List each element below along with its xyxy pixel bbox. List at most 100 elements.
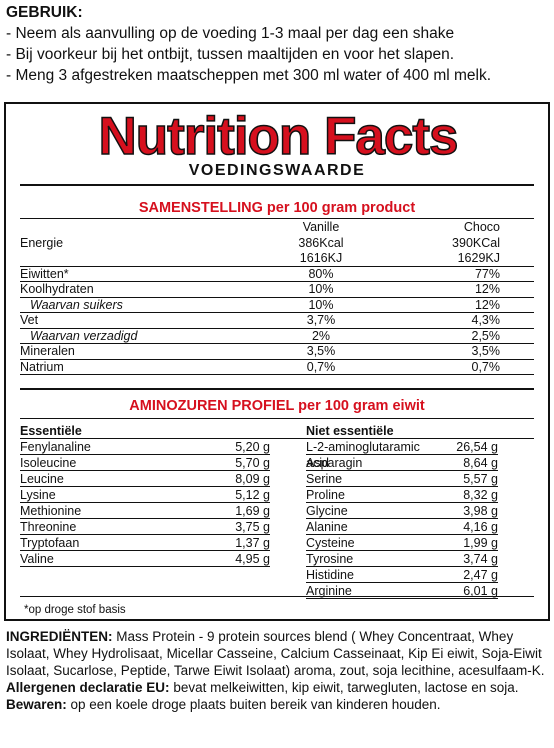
nonessential-row: Histidine 2,47 g: [306, 567, 498, 583]
nutrition-facts-title: Nutrition Facts: [98, 107, 459, 166]
composition-table: Vanille Choco Energie 386Kcal 390KCal 1616K…: [20, 220, 534, 375]
nonessential-row: Asparagin 8,64 g: [306, 455, 498, 471]
nonessential-row: L-2-aminoglutaramic acid 26,54 g: [306, 439, 498, 470]
voedingswaarde-subtitle: VOEDINGSWAARDE: [188, 162, 366, 179]
amino-name: Alanine: [306, 520, 348, 534]
amino-title: AMINOZUREN PROFIEL per 100 gram eiwit: [129, 398, 425, 414]
divider: [20, 418, 534, 419]
amino-name: Tyrosine: [306, 552, 354, 566]
divider: [20, 596, 534, 597]
nutrient-label: Natrium: [20, 359, 64, 374]
nonessential-row: Serine 5,57 g: [306, 471, 498, 487]
amino-name: Proline: [306, 488, 345, 502]
amino-name: Asparagin: [306, 456, 363, 470]
amino-name: Lysine: [20, 488, 56, 502]
nutrient-label: [20, 251, 250, 266]
composition-title: SAMENSTELLING per 100 gram product: [138, 200, 416, 216]
amino-value: 1,99 g: [463, 536, 498, 550]
amino-value: 3,98 g: [463, 504, 498, 518]
divider: [20, 388, 534, 390]
amino-value: 3,74 g: [463, 552, 498, 566]
choco-value: 1629KJ: [457, 251, 500, 265]
nonessential-row: Proline 8,32 g: [306, 487, 498, 503]
divider: [20, 218, 534, 219]
vanille-value: 2%: [311, 328, 331, 343]
ingredients-text: Mass Protein - 9 protein sources blend (…: [6, 629, 545, 678]
choco-value: 12%: [474, 297, 500, 312]
amino-table: Essentiële Niet essentiële Fenylanaline 5…: [20, 424, 534, 599]
essential-row: Methionine 1,69 g: [20, 503, 270, 519]
essential-row: Leucine 8,09 g: [20, 471, 270, 487]
nonessential-row: Tyrosine 3,74 g: [306, 551, 498, 567]
amino-name: Threonine: [20, 520, 77, 534]
nonessential-column: L-2-aminoglutaramic acid 26,54 g Asparagin…: [306, 439, 498, 599]
amino-value: 8,64 g: [463, 456, 498, 470]
amino-value: 4,16 g: [463, 520, 498, 534]
nutrient-label: Koolhydraten: [20, 282, 94, 296]
choco-value: 77%: [474, 266, 500, 281]
nonessential-row: Alanine 4,16 g: [306, 519, 498, 535]
usage-instructions: GEBRUIK: - Neem als aanvulling op de voe…: [6, 2, 551, 86]
composition-row: Eiwitten* 80% 77%: [20, 266, 534, 282]
amino-value: 5,57 g: [463, 472, 498, 486]
amino-name: L-2-aminoglutaramic acid: [306, 440, 420, 470]
vanille-value: 3,5%: [306, 344, 336, 358]
amino-name: Isoleucine: [20, 456, 77, 470]
usage-line: - Neem als aanvulling op de voeding 1-3 …: [6, 25, 455, 42]
essential-row: Valine 4,95 g: [20, 551, 270, 567]
amino-name: Cysteine: [306, 536, 355, 550]
amino-name: Fenylanaline: [20, 440, 91, 454]
vanille-value: 10%: [308, 297, 334, 312]
nutrient-label: Waarvan suikers: [30, 297, 123, 312]
essential-row: Tryptofaan 1,37 g: [20, 535, 270, 551]
amino-name: Methionine: [20, 504, 82, 518]
amino-value: 5,70 g: [235, 456, 270, 470]
nutrient-label: Vet: [20, 313, 39, 327]
vanille-value: 10%: [308, 282, 334, 296]
composition-row: Waarvan verzadigd 2% 2,5%: [20, 328, 534, 344]
amino-value: 5,20 g: [235, 440, 270, 454]
allergen-text: bevat melkeiwitten, kip eiwit, tarweglut…: [169, 680, 519, 695]
composition-row: Natrium 0,7% 0,7%: [20, 359, 534, 375]
composition-row: Waarvan suikers 10% 12%: [20, 297, 534, 313]
amino-value: 8,32 g: [463, 488, 498, 502]
vanille-value: 3,7%: [306, 313, 336, 327]
storage-label: Bewaren:: [6, 697, 67, 712]
choco-value: 0,7%: [471, 359, 501, 374]
amino-value: 5,12 g: [235, 488, 270, 502]
composition-row: Koolhydraten 10% 12%: [20, 282, 534, 298]
essential-row: Isoleucine 5,70 g: [20, 455, 270, 471]
nutrient-label: Energie: [20, 235, 64, 250]
usage-line: - Bij voorkeur bij het ontbijt, tussen m…: [6, 46, 455, 63]
amino-value: 26,54 g: [456, 440, 498, 454]
nonessential-row: Glycine 3,98 g: [306, 503, 498, 519]
amino-name: Serine: [306, 472, 343, 486]
vanille-value: 0,7%: [306, 359, 336, 374]
composition-row: Energie 386Kcal 390KCal: [20, 236, 534, 252]
ingredients-label: INGREDIËNTEN:: [6, 629, 113, 644]
amino-value: 4,95 g: [235, 552, 270, 566]
column-vanille: Vanille: [302, 220, 340, 234]
nonessential-row: Cysteine 1,99 g: [306, 535, 498, 551]
composition-header: Vanille Choco: [20, 220, 534, 236]
nonessential-header: Niet essentiële: [306, 424, 394, 438]
usage-heading: GEBRUIK:: [6, 4, 83, 21]
amino-name: Valine: [20, 552, 54, 566]
composition-row: Mineralen 3,5% 3,5%: [20, 344, 534, 360]
vanille-value: 1616KJ: [299, 251, 343, 265]
choco-value: 2,5%: [471, 328, 501, 343]
amino-name: Histidine: [306, 568, 354, 582]
essential-row: Fenylanaline 5,20 g: [20, 439, 270, 455]
choco-value: 3,5%: [471, 344, 501, 358]
essential-column: Fenylanaline 5,20 g Isoleucine 5,70 g Leucin…: [20, 439, 306, 599]
divider: [20, 184, 534, 186]
nutrition-panel: Nutrition Facts VOEDINGSWAARDE SAMENSTEL…: [4, 102, 550, 621]
amino-name: Tryptofaan: [20, 536, 80, 550]
footnote: *op droge stof basis: [24, 604, 126, 616]
choco-value: 390KCal: [452, 235, 500, 250]
storage-text: op een koele droge plaats buiten bereik …: [66, 697, 441, 712]
essential-row: Lysine 5,12 g: [20, 487, 270, 503]
vanille-value: 80%: [308, 266, 334, 281]
amino-value: 1,69 g: [235, 504, 270, 518]
essential-row: Threonine 3,75 g: [20, 519, 270, 535]
